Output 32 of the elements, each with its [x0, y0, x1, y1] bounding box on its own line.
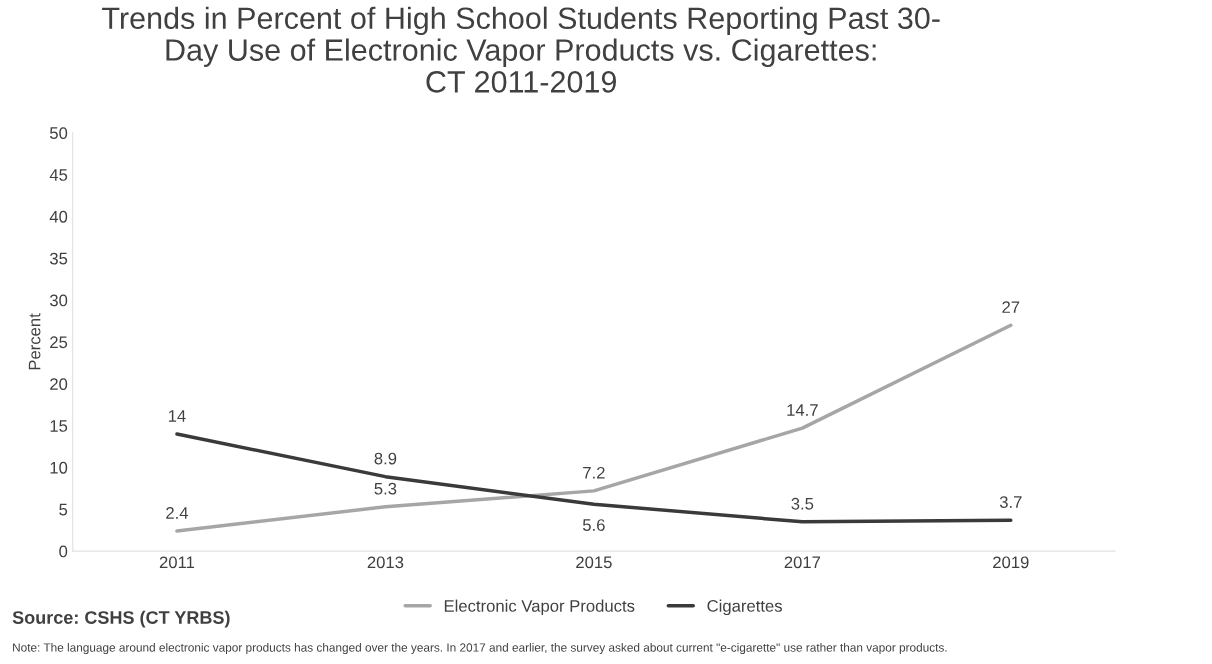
- y-tick-label: 30: [49, 294, 68, 307]
- data-label: 5.6: [582, 519, 605, 531]
- y-tick-label: 45: [49, 169, 68, 181]
- data-label: 14.7: [787, 404, 818, 416]
- data-label: 3.7: [999, 496, 1022, 508]
- legend-label: Electronic Vapor Products: [444, 599, 635, 616]
- x-tick-label: 2013: [367, 556, 404, 569]
- y-axis-title: Percent: [28, 313, 41, 370]
- y-tick-label: 25: [50, 336, 68, 349]
- y-tick-label: 10: [50, 461, 68, 474]
- y-tick-label: 50: [49, 127, 68, 139]
- data-label: 27: [1002, 301, 1020, 313]
- x-tick-label: 2011: [159, 556, 195, 569]
- data-label: 14: [168, 410, 186, 422]
- y-tick-label: 15: [50, 420, 68, 432]
- y-tick-label: 20: [50, 378, 68, 390]
- data-label: 2.4: [166, 507, 189, 519]
- x-tick-label: 2015: [576, 556, 612, 569]
- data-label: 8.9: [374, 452, 397, 465]
- x-tick-label: 2019: [993, 556, 1029, 569]
- data-label: 7.2: [583, 466, 605, 479]
- text: Note: The language around electronic vapor products has changed over the years. In 2017 and earlier, the survey asked about current "e-cigarette" use rather than vapor products.: [13, 643, 947, 655]
- y-tick-label: 5: [59, 503, 68, 516]
- chart-title: Trends in Percent of High School Students Reporting Past 30- Day Use of Electronic Vapor Products vs. Cigarettes: CT 2011-2019: [102, 6, 940, 93]
- y-tick-label: 35: [49, 252, 68, 265]
- y-tick-label: 40: [49, 210, 68, 223]
- legend-label: Cigarettes: [707, 599, 782, 616]
- source-note: Source: CSHS (CT YRBS): [12, 610, 230, 628]
- data-label: 5.3: [374, 482, 397, 495]
- x-tick-label: 2017: [784, 556, 821, 569]
- data-label: 3.5: [791, 497, 814, 510]
- y-tick-label: 0: [59, 545, 68, 558]
